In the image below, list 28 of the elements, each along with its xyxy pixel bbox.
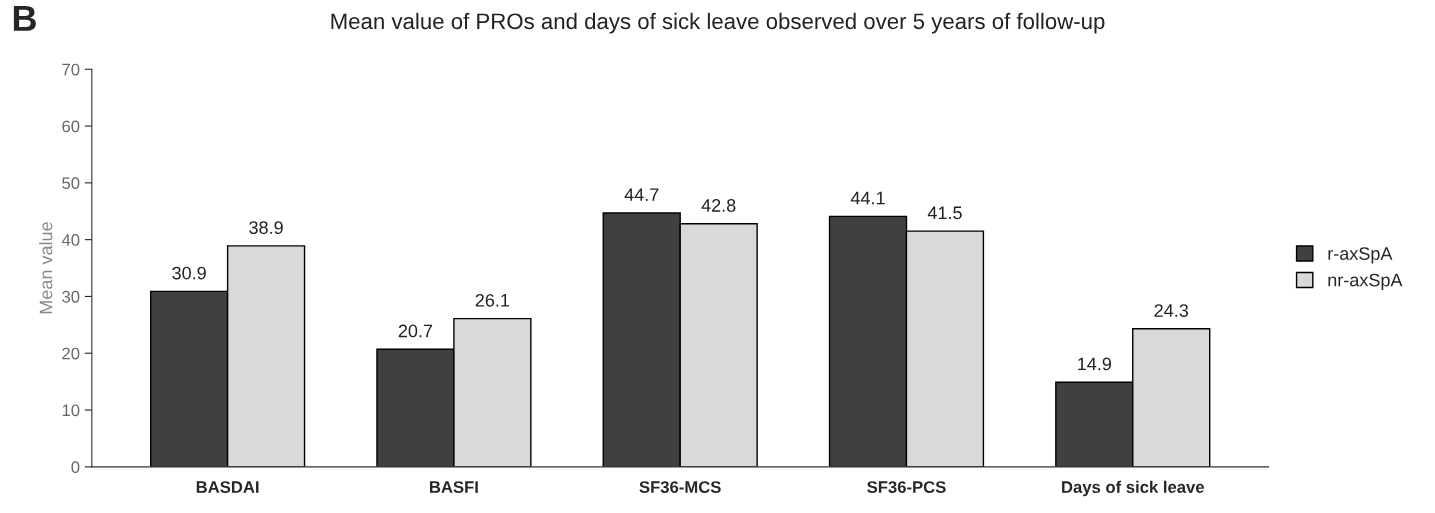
y-tick-label: 20 <box>62 347 80 360</box>
data-label: 44.1 <box>850 191 885 205</box>
x-tick-label: Days of sick leave <box>1062 480 1205 497</box>
y-tick-label: 0 <box>71 461 80 474</box>
x-tick-label: BASDAI <box>196 481 259 493</box>
legend-label: r-axSpA <box>1328 247 1393 264</box>
x-tick-label: BASFI <box>430 481 478 493</box>
data-label: 44.7 <box>624 188 659 201</box>
data-label: 30.9 <box>172 266 206 280</box>
y-axis-title: Mean value <box>39 222 53 314</box>
legend-label: nr-axSpA <box>1328 273 1403 291</box>
data-label: 38.9 <box>249 221 283 234</box>
x-tick-label: SF36-MCS <box>639 481 721 493</box>
data-label: 24.3 <box>1154 304 1189 317</box>
data-label: 42.8 <box>701 199 736 212</box>
data-label: 41.5 <box>927 206 962 220</box>
y-tick-label: 40 <box>61 234 80 246</box>
chart-title: Mean value of PROs and days of sick leave observed over 5 years of follow-up <box>331 12 1105 34</box>
y-tick-label: 30 <box>62 290 80 303</box>
data-label: 14.9 <box>1078 357 1112 371</box>
y-tick-label: 60 <box>62 120 80 133</box>
data-label: 20.7 <box>398 324 433 338</box>
y-tick-label: 10 <box>62 404 80 417</box>
y-tick-label: 70 <box>62 63 80 76</box>
x-tick-label: SF36-PCS <box>867 481 946 493</box>
y-tick-label: 50 <box>62 177 80 190</box>
text: B <box>13 5 36 31</box>
data-label: 26.1 <box>475 293 510 307</box>
